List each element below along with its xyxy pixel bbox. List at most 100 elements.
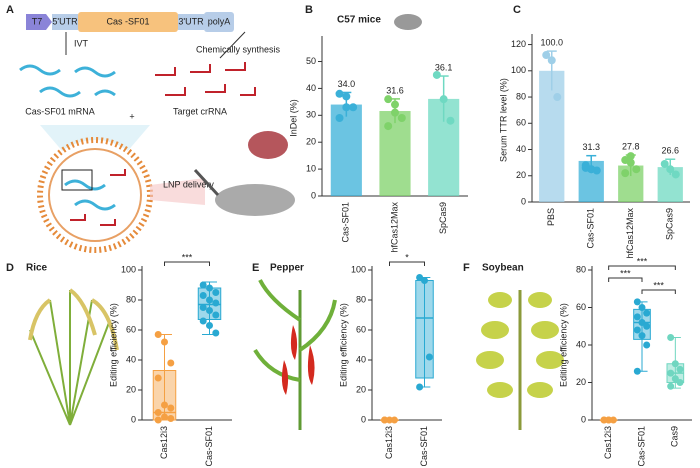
plus-label: + (129, 111, 134, 121)
significance-label: *** (653, 280, 664, 290)
data-point (671, 375, 679, 383)
data-point (212, 299, 220, 307)
cas-box (78, 12, 178, 32)
data-point (206, 307, 213, 314)
chart-title: C57 mice (337, 15, 381, 26)
data-point (660, 159, 669, 168)
chart-title: Rice (26, 263, 48, 274)
panel-letter: C (513, 4, 521, 16)
y-tick-label: 60 (576, 302, 586, 312)
significance-label: * (405, 252, 409, 262)
construct-label: 3'UTR (178, 16, 204, 26)
construct (26, 12, 234, 32)
significance-label: *** (182, 252, 193, 262)
value-label: 31.3 (582, 142, 600, 152)
data-point (154, 331, 162, 338)
mouse-body (215, 184, 295, 216)
bar (330, 104, 362, 196)
y-tick-label: 20 (306, 137, 316, 147)
y-tick-label: 100 (351, 264, 366, 274)
lnp-label: LNP delivery (163, 179, 214, 189)
data-point (161, 338, 168, 346)
data-point (206, 296, 213, 304)
zoom-box (61, 169, 93, 191)
x-tick-label: SpCas9 (438, 202, 448, 234)
data-point (633, 367, 641, 375)
value-label: 100.0 (540, 37, 563, 47)
x-tick-label: Cas12i3 (159, 426, 169, 459)
x-tick-label: SpCas9 (665, 208, 675, 240)
data-point (206, 322, 213, 329)
y-tick-label: 30 (306, 110, 316, 120)
data-point (587, 165, 596, 174)
rice-plant (28, 288, 119, 426)
y-tick-label: 0 (131, 414, 136, 424)
y-axis-label: InDel (%) (288, 99, 298, 137)
y-tick-label: 100 (511, 65, 526, 75)
significance-bracket (641, 289, 676, 294)
data-point (381, 416, 389, 424)
y-tick-label: 0 (361, 414, 366, 424)
data-point (397, 114, 406, 122)
lnp-mrna (64, 179, 116, 211)
construct-label: T7 (32, 16, 43, 26)
x-tick-label: Cas-SF01 (204, 426, 214, 467)
data-point (633, 326, 641, 334)
y-tick-label: 60 (126, 324, 136, 334)
data-point (384, 122, 393, 131)
data-point (421, 277, 428, 284)
value-label: 34.0 (338, 79, 356, 89)
data-point (386, 416, 393, 424)
x-tick-label: Cas-SF01 (586, 208, 596, 249)
data-point (671, 360, 679, 368)
data-point (342, 103, 351, 112)
t7-box (26, 14, 52, 30)
x-tick-label: Cas-SF01 (636, 426, 646, 467)
y-tick-label: 40 (356, 354, 366, 364)
data-point (667, 382, 675, 390)
data-point (416, 383, 424, 391)
mrna-strands (19, 64, 116, 98)
y-tick-label: 0 (521, 196, 526, 206)
y-tick-label: 80 (576, 264, 586, 274)
construct-label: polyA (208, 16, 231, 26)
panel-letter: D (6, 262, 14, 274)
mrna-label: Cas-SF01 mRNA (25, 106, 95, 116)
mouse-icon (394, 14, 422, 30)
data-point (206, 284, 213, 292)
data-point (643, 341, 651, 349)
polya-box (204, 12, 234, 32)
data-point (199, 292, 207, 299)
data-point (626, 152, 635, 161)
data-point (621, 169, 630, 178)
data-point (439, 95, 448, 104)
significance-bracket (389, 261, 425, 266)
soybean-plant (476, 290, 564, 430)
data-point (425, 353, 433, 361)
data-point (161, 401, 168, 409)
bar (379, 111, 411, 196)
data-point (676, 365, 684, 373)
y-tick-label: 50 (306, 56, 316, 66)
y-tick-label: 20 (126, 384, 136, 394)
x-tick-label: hfCas12Max (389, 202, 399, 253)
data-point (638, 304, 646, 311)
y-tick-label: 120 (511, 39, 526, 49)
value-label: 31.6 (386, 85, 404, 95)
y-tick-label: 10 (306, 163, 316, 173)
data-point (667, 369, 675, 377)
lnp-inner (48, 148, 142, 242)
lnp-crrna (70, 169, 126, 226)
y-tick-label: 40 (306, 83, 316, 93)
y-tick-label: 20 (576, 377, 586, 387)
y-tick-label: 0 (311, 190, 316, 200)
data-point (161, 413, 168, 421)
crrna-strands (155, 62, 256, 96)
x-tick-label: Cas12i3 (603, 426, 613, 459)
data-point (671, 170, 680, 179)
y-tick-label: 20 (356, 384, 366, 394)
panel-letter: B (305, 4, 313, 16)
data-point (542, 51, 551, 60)
data-point (633, 298, 641, 306)
data-point (391, 100, 399, 109)
